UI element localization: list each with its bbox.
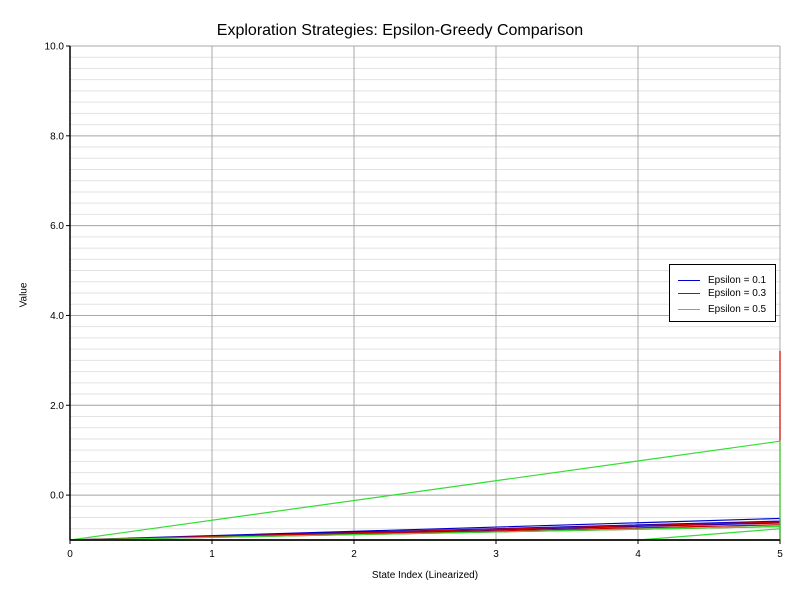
x-tick-label: 5 bbox=[777, 549, 783, 560]
x-tick-label: 2 bbox=[351, 549, 357, 560]
y-tick-label: 2.0 bbox=[50, 401, 64, 412]
legend-item-epsilon-0-1: Epsilon = 0.1 bbox=[678, 273, 766, 287]
legend-swatch-epsilon-0-5 bbox=[678, 308, 700, 310]
major-gridlines bbox=[69, 45, 781, 540]
legend-swatch-epsilon-0-3 bbox=[678, 292, 700, 294]
legend-item-epsilon-0-3: Epsilon = 0.3 bbox=[678, 286, 766, 300]
legend-item-epsilon-0-5: Epsilon = 0.5 bbox=[678, 302, 766, 316]
legend: Epsilon = 0.1 Epsilon = 0.3 Epsilon = 0.… bbox=[669, 264, 776, 322]
y-tick-label: 6.0 bbox=[50, 221, 64, 232]
x-axis-label: State Index (Linearized) bbox=[371, 570, 479, 581]
y-tick-label: 4.0 bbox=[50, 311, 64, 322]
x-tick-label: 0 bbox=[67, 549, 73, 560]
tick-labels: 0.0 2.0 4.0 6.0 8.0 10.0 0 1 2 3 4 5 bbox=[45, 42, 784, 561]
y-tick-label: 8.0 bbox=[50, 131, 64, 142]
legend-label: Epsilon = 0.3 bbox=[708, 287, 767, 299]
x-tick-label: 4 bbox=[635, 549, 641, 560]
series-line-2 bbox=[69, 350, 781, 541]
chart-title: Exploration Strategies: Epsilon-Greedy C… bbox=[216, 22, 584, 39]
series-layer bbox=[69, 350, 781, 541]
series-line-3 bbox=[69, 440, 781, 541]
x-tick-label: 1 bbox=[209, 549, 215, 560]
legend-swatch-epsilon-0-1 bbox=[678, 279, 700, 281]
legend-label: Epsilon = 0.1 bbox=[708, 274, 767, 286]
y-tick-label: 0.0 bbox=[50, 491, 64, 502]
y-axis-label: Value bbox=[18, 282, 30, 308]
x-tick-label: 3 bbox=[493, 549, 499, 560]
legend-label: Epsilon = 0.5 bbox=[708, 303, 767, 315]
axes bbox=[66, 45, 781, 544]
y-tick-label: 10.0 bbox=[45, 42, 65, 53]
